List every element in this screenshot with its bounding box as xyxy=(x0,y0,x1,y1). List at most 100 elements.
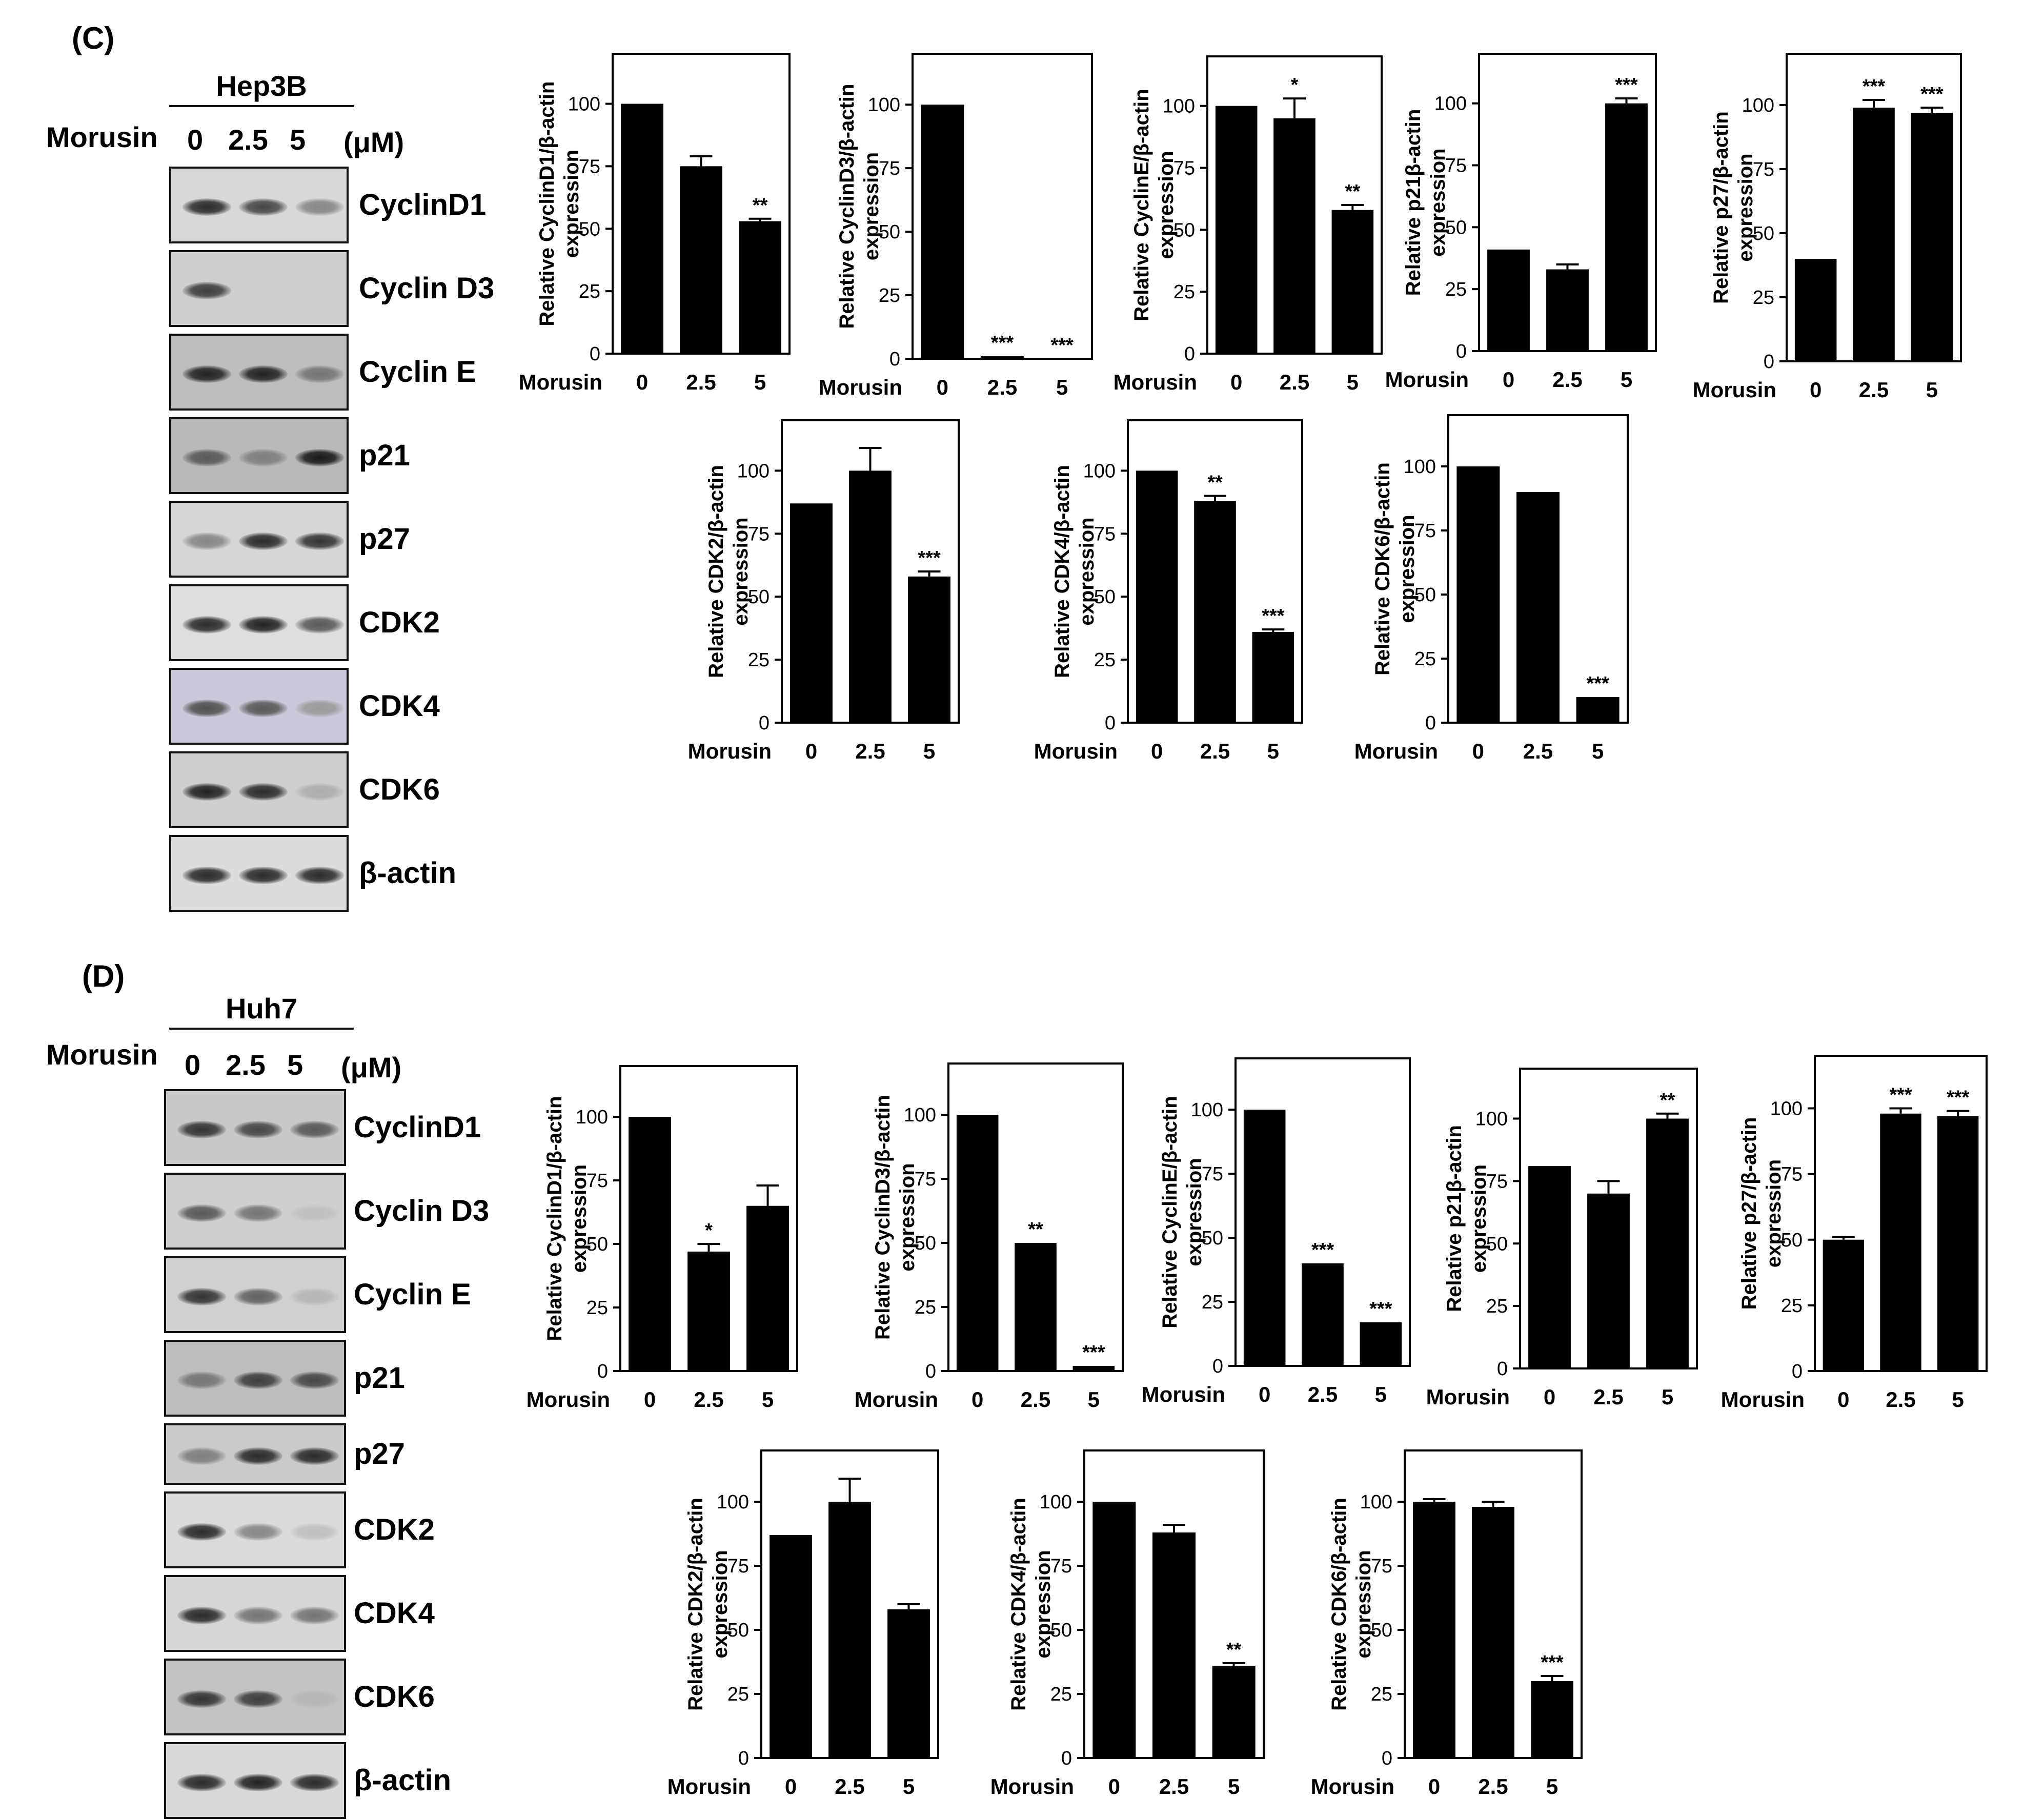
blot-band xyxy=(183,700,231,717)
blot-strip xyxy=(169,835,349,912)
cell-line-label: Hep3B xyxy=(216,70,307,102)
blot-band xyxy=(239,533,288,550)
blot-strip xyxy=(169,751,349,828)
blot-band xyxy=(177,1372,226,1389)
blot-band xyxy=(290,1121,339,1138)
blot-band xyxy=(234,1372,282,1389)
blot-label: Cyclin D3 xyxy=(354,1194,490,1228)
blot-band xyxy=(177,1447,226,1465)
blot-strip xyxy=(164,1423,346,1485)
blot-label: p27 xyxy=(359,522,410,556)
blot-band xyxy=(239,700,288,717)
blot-band xyxy=(234,1523,282,1541)
blot-label: p21 xyxy=(354,1361,405,1395)
blot-band xyxy=(239,449,288,466)
blot-band xyxy=(183,533,231,550)
blot-label: CyclinD1 xyxy=(354,1111,481,1144)
blot-band xyxy=(234,1121,282,1138)
blot-band xyxy=(295,783,344,801)
blot-band xyxy=(295,616,344,633)
blot-band xyxy=(183,282,231,299)
blot-label: Cyclin E xyxy=(359,355,476,388)
blot-strip xyxy=(164,1659,346,1735)
blot-band xyxy=(177,1523,226,1541)
blot-label: CDK2 xyxy=(359,606,440,639)
blot-band xyxy=(234,1447,282,1465)
blot-band xyxy=(234,1204,282,1222)
blot-band xyxy=(239,365,288,383)
blot-band xyxy=(177,1288,226,1305)
blot-strip xyxy=(164,1089,346,1166)
blot-label: CDK4 xyxy=(354,1597,435,1630)
blot-band xyxy=(234,1690,282,1708)
blot-strip xyxy=(164,1340,346,1417)
blot-band xyxy=(295,700,344,717)
blot-band xyxy=(177,1607,226,1624)
blot-strip xyxy=(164,1256,346,1333)
blot-band xyxy=(239,867,288,884)
dose-5: 5 xyxy=(287,1049,303,1081)
blot-band xyxy=(295,198,344,216)
blot-label: CDK4 xyxy=(359,689,440,723)
blot-band xyxy=(177,1121,226,1138)
blot-strip xyxy=(164,1742,346,1819)
blot-strip xyxy=(164,1575,346,1652)
blot-band xyxy=(295,449,344,466)
blot-label: CDK6 xyxy=(359,773,440,806)
blot-band xyxy=(239,783,288,801)
blot-band xyxy=(177,1204,226,1222)
blot-strip xyxy=(169,167,349,243)
blot-strip xyxy=(169,334,349,411)
blot-band xyxy=(177,1774,226,1791)
blot-strip xyxy=(164,1173,346,1250)
blot-label: p21 xyxy=(359,439,410,472)
blot-label: CDK6 xyxy=(354,1680,435,1713)
blot-band xyxy=(183,449,231,466)
dose-0: 0 xyxy=(187,124,204,156)
blot-band xyxy=(177,1690,226,1708)
blot-band xyxy=(234,1607,282,1624)
cell-line-underline xyxy=(169,1028,354,1030)
dose-5: 5 xyxy=(290,124,306,156)
units-label: (μM) xyxy=(343,126,404,158)
blot-band xyxy=(295,867,344,884)
blot-band xyxy=(183,365,231,383)
panel-c: (C) Hep3B Morusin 0 2.5 5 (μM) CyclinD1 C… xyxy=(46,21,495,912)
blot-band xyxy=(290,1372,339,1389)
blot-label: CDK2 xyxy=(354,1513,435,1546)
morusin-label: Morusin xyxy=(46,1038,158,1071)
blot-band xyxy=(183,198,231,216)
cell-line-label: Huh7 xyxy=(226,992,297,1025)
blot-band xyxy=(290,1447,339,1465)
morusin-label: Morusin xyxy=(46,121,158,153)
blot-band xyxy=(234,1774,282,1791)
blot-band xyxy=(234,1288,282,1305)
blot-band xyxy=(239,198,288,216)
blot-band xyxy=(290,1774,339,1791)
blot-label: Cyclin E xyxy=(354,1278,471,1311)
blot-band xyxy=(183,616,231,633)
blot-strip xyxy=(164,1491,346,1568)
blot-band xyxy=(290,1690,339,1708)
blot-band xyxy=(183,783,231,801)
blot-band xyxy=(290,1607,339,1624)
morusin-dose-header: Morusin xyxy=(46,120,158,154)
blot-strip xyxy=(169,668,349,745)
blot-strip xyxy=(169,584,349,661)
dose-0: 0 xyxy=(185,1049,201,1081)
blot-strip xyxy=(169,501,349,578)
dose-2-5: 2.5 xyxy=(228,124,268,156)
cell-line-underline xyxy=(169,105,354,107)
blot-label: Cyclin D3 xyxy=(359,272,495,305)
blot-band xyxy=(290,1523,339,1541)
blot-band xyxy=(290,1288,339,1305)
units-label: (μM) xyxy=(341,1051,402,1083)
blot-band xyxy=(295,533,344,550)
dose-2-5: 2.5 xyxy=(226,1049,266,1081)
blot-band xyxy=(290,1204,339,1222)
panel-label: (D) xyxy=(82,959,125,993)
blot-strip xyxy=(169,417,349,494)
blot-strip xyxy=(169,250,349,327)
blot-band xyxy=(183,867,231,884)
